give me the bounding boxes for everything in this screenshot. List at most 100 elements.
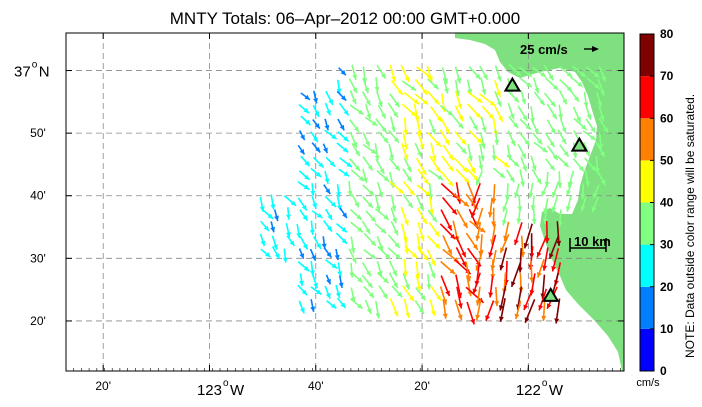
current-vector-head [429,209,435,215]
current-vector-head [394,101,400,108]
current-vector-head [367,202,373,208]
current-vector-head [273,244,278,250]
current-vector-head [539,99,545,106]
current-vector-head [367,164,373,171]
current-vector-head [343,136,349,142]
scale-arrow: 25 cm/s [520,42,599,57]
current-vector-head [600,179,606,185]
current-vector-head [330,303,337,309]
y-tick-suffix: N [39,64,50,81]
current-vector-head [480,143,486,149]
current-vector-head [457,303,463,309]
current-vector-head [314,123,320,129]
colorbar-swatch [640,160,654,203]
current-vector-head [304,160,310,167]
current-vector-head [513,239,519,246]
current-vector-head [300,134,305,141]
current-vector-head [522,165,527,172]
current-vector-head [521,153,526,159]
current-vector-head [578,166,584,172]
current-vector-head [458,123,464,129]
current-vector-head [457,314,463,321]
current-vector-head [442,313,448,319]
current-vector-head [392,217,397,224]
current-vector-head [437,174,443,180]
scale-arrow-label: 25 cm/s [520,42,568,57]
current-vector-head [453,257,459,263]
x-tick-degree: o [223,378,229,389]
current-vector-head [448,180,454,186]
current-vector-head [323,147,328,154]
current-vector-head [530,205,536,211]
frame-ticks [65,33,624,371]
current-vector-head [370,216,376,222]
current-vector-head [548,74,554,81]
current-vector-head [339,124,345,131]
current-vector-head [541,190,547,197]
current-vector-head [309,270,315,276]
y-tick-label: 40' [30,189,46,203]
current-vector-head [509,113,515,120]
colorbar-swatch [640,76,654,119]
current-vector-head [447,249,452,255]
current-vector-head [342,147,349,153]
current-vector-head [407,202,413,208]
current-vector-head [342,212,347,219]
current-vector-head [498,305,504,311]
current-vector-head [299,148,305,155]
current-vector-head [324,124,330,131]
current-vector-head [370,240,376,246]
current-vector-head [462,166,468,173]
current-vector-head [538,304,544,311]
current-vector-head [398,188,404,194]
x-tick-degree: o [542,378,548,389]
current-vector-head [354,201,359,208]
current-vector-head [340,95,347,101]
current-vector-head [496,101,502,107]
current-vector-head [341,238,347,244]
colorbar-swatch [640,118,654,161]
current-vector-head [430,310,436,316]
current-vector-head [391,76,396,82]
current-vector-head [585,150,590,157]
current-vector-head [406,166,412,173]
current-vector-head [313,136,318,143]
current-vector-head [309,229,315,235]
current-vector-head [303,266,310,272]
current-vector-head [343,171,350,177]
current-vector-head [403,129,409,135]
current-vector-head [303,184,310,190]
current-vector-head [304,94,310,100]
current-vector-head [285,214,291,220]
map-area [65,32,625,372]
x-tick-label: 123 [197,382,222,399]
current-vector-head [603,127,608,133]
current-vector-head [409,295,415,302]
current-vector-head [419,308,424,314]
current-vector-head [598,144,604,150]
current-vector-head [285,231,291,238]
current-vector-head [550,101,556,107]
current-vector-head [536,251,542,258]
current-vector-head [514,192,519,198]
current-vector-head [461,261,467,267]
current-vector-head [378,101,383,107]
current-vector-head [445,128,450,135]
current-vector-head [313,97,318,104]
current-vector-head [461,251,466,258]
current-vector-head [423,255,429,261]
current-vector-head [520,181,525,187]
colorbar-swatch [640,328,654,371]
colorbar: 0 10 20 30 40 50 60 70 80 [639,27,674,378]
current-vector-head [350,296,356,303]
current-vector-head [565,206,571,212]
current-vector-head [410,85,417,91]
x-tick-label: 20' [95,379,111,393]
current-vector-head [529,277,535,283]
current-vector-head [461,139,467,145]
current-vector-head [475,300,481,306]
current-vector-head [302,243,308,250]
current-vector-head [526,71,532,77]
current-vector-head [546,303,552,309]
current-vector-head [448,154,454,161]
